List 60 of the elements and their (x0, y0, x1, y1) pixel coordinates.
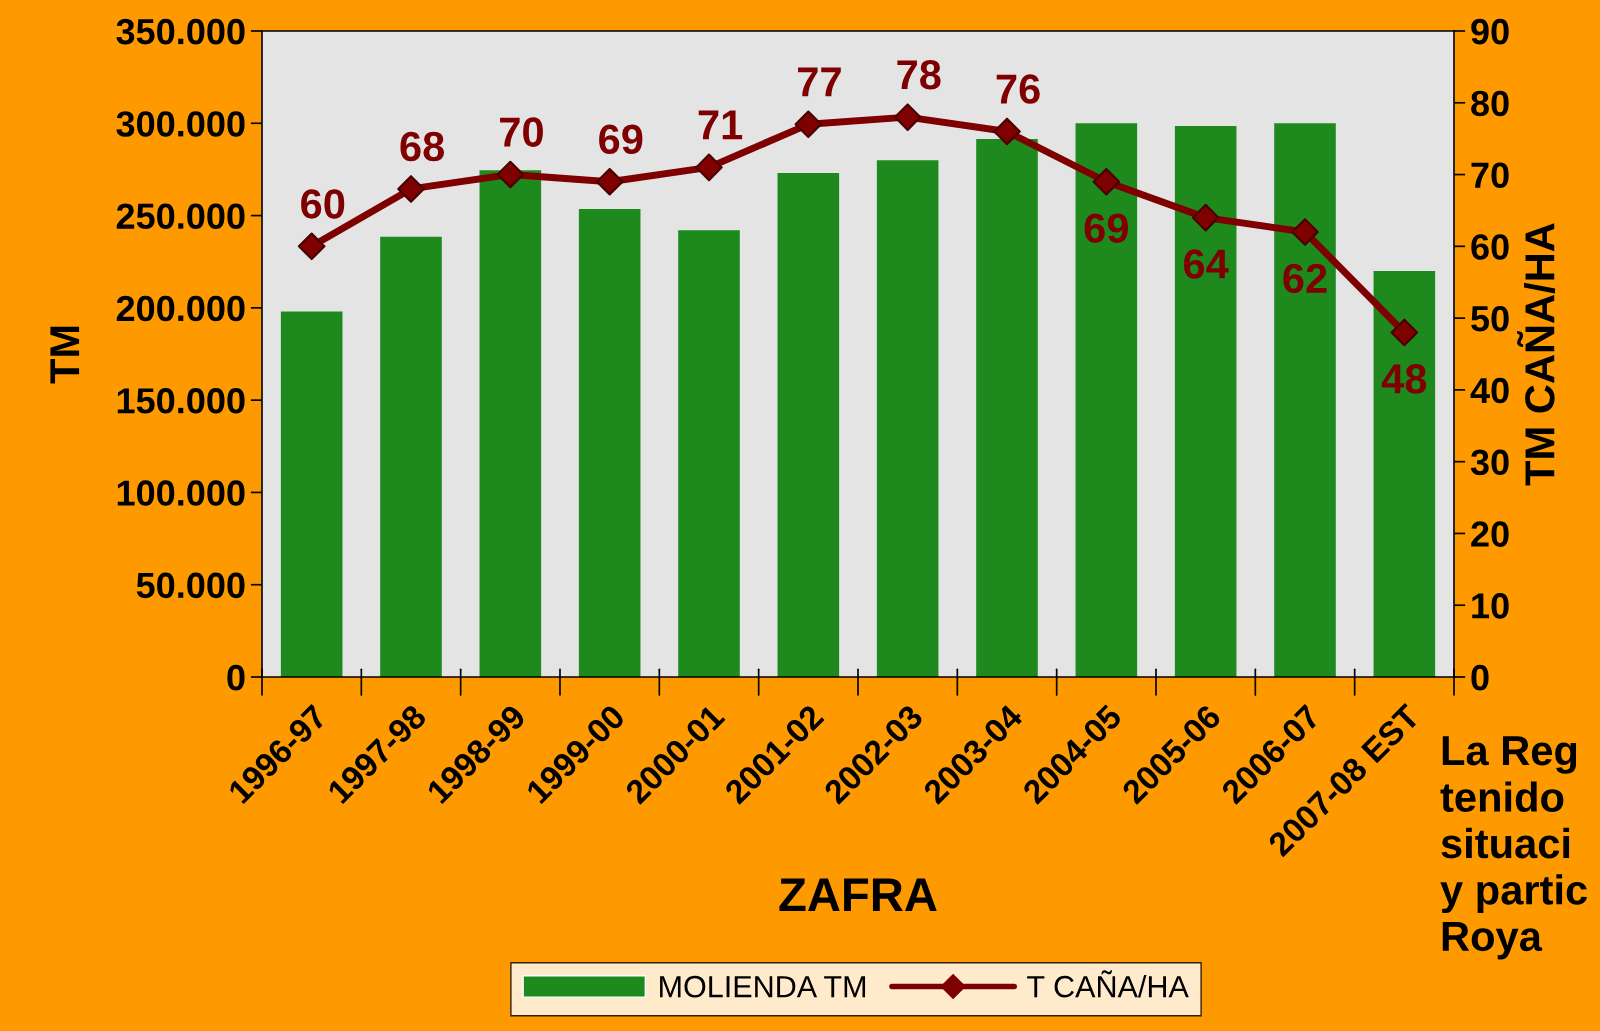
point (893, 103, 922, 131)
y2-tick-label: 60 (1471, 234, 1509, 260)
legend-label: MOLIENDA TM (660, 975, 866, 998)
data-label: 62 (1283, 263, 1327, 294)
legend-label: T CAÑA/HA (1027, 970, 1189, 998)
data-label: 69 (599, 124, 643, 155)
y-tick-label: 150.000 (117, 388, 245, 414)
point (695, 153, 723, 182)
y-tick-label: 200.000 (116, 295, 245, 322)
y2-tick-label: 10 (1472, 593, 1509, 619)
y2-tick-label: 30 (1470, 449, 1509, 476)
bar (876, 160, 939, 677)
y-tick-label: 50.000 (136, 572, 245, 599)
y2-tick-label: 40 (1470, 377, 1509, 404)
y2-tick-label: 50 (1471, 305, 1509, 332)
y2-tick-label: 0 (1471, 664, 1489, 691)
data-label: 77 (798, 67, 841, 97)
y-tick-label: 350.000 (116, 18, 245, 45)
point (595, 167, 624, 196)
point (1291, 218, 1319, 246)
bar (280, 311, 343, 677)
x-axis-title: ZAFRA (779, 878, 937, 911)
bar (1274, 123, 1336, 677)
data-label: 71 (698, 110, 743, 140)
bar (777, 173, 840, 677)
point (993, 117, 1021, 146)
point (1092, 167, 1121, 196)
y-tick-label: 0 (227, 664, 245, 691)
y2-tick-label: 70 (1471, 162, 1509, 188)
y-axis-title: TM (50, 326, 80, 384)
data-label: 78 (897, 59, 941, 90)
bar (1174, 126, 1237, 677)
data-label: 76 (996, 74, 1040, 104)
data-label: 64 (1184, 249, 1229, 279)
bar (479, 170, 542, 677)
data-label: 68 (400, 131, 445, 162)
y-tick-label: 250.000 (116, 203, 245, 230)
y2-tick-label: 90 (1471, 18, 1509, 45)
y2-tick-label: 20 (1471, 521, 1509, 547)
point (794, 110, 823, 139)
y2-tick-label: 80 (1471, 90, 1509, 117)
bar (1373, 270, 1436, 677)
point (1191, 203, 1220, 232)
y-tick-label: 100.000 (117, 480, 245, 506)
data-label: 69 (1084, 213, 1128, 243)
data-label: 60 (301, 189, 345, 219)
bar (678, 230, 740, 677)
y2-axis-title: TM CAÑA/HA (1517, 223, 1556, 486)
point (496, 160, 525, 189)
text: La Reg tenido situaci y partic Roya (1440, 736, 1587, 960)
data-label: 70 (500, 117, 543, 147)
bar (380, 236, 442, 677)
data-label: 48 (1381, 364, 1427, 394)
point (297, 232, 326, 261)
bar (1075, 123, 1138, 677)
y-tick-label: 300.000 (116, 111, 245, 137)
point (1390, 318, 1419, 347)
bar (976, 138, 1038, 677)
point (397, 175, 425, 203)
bar (578, 209, 641, 677)
